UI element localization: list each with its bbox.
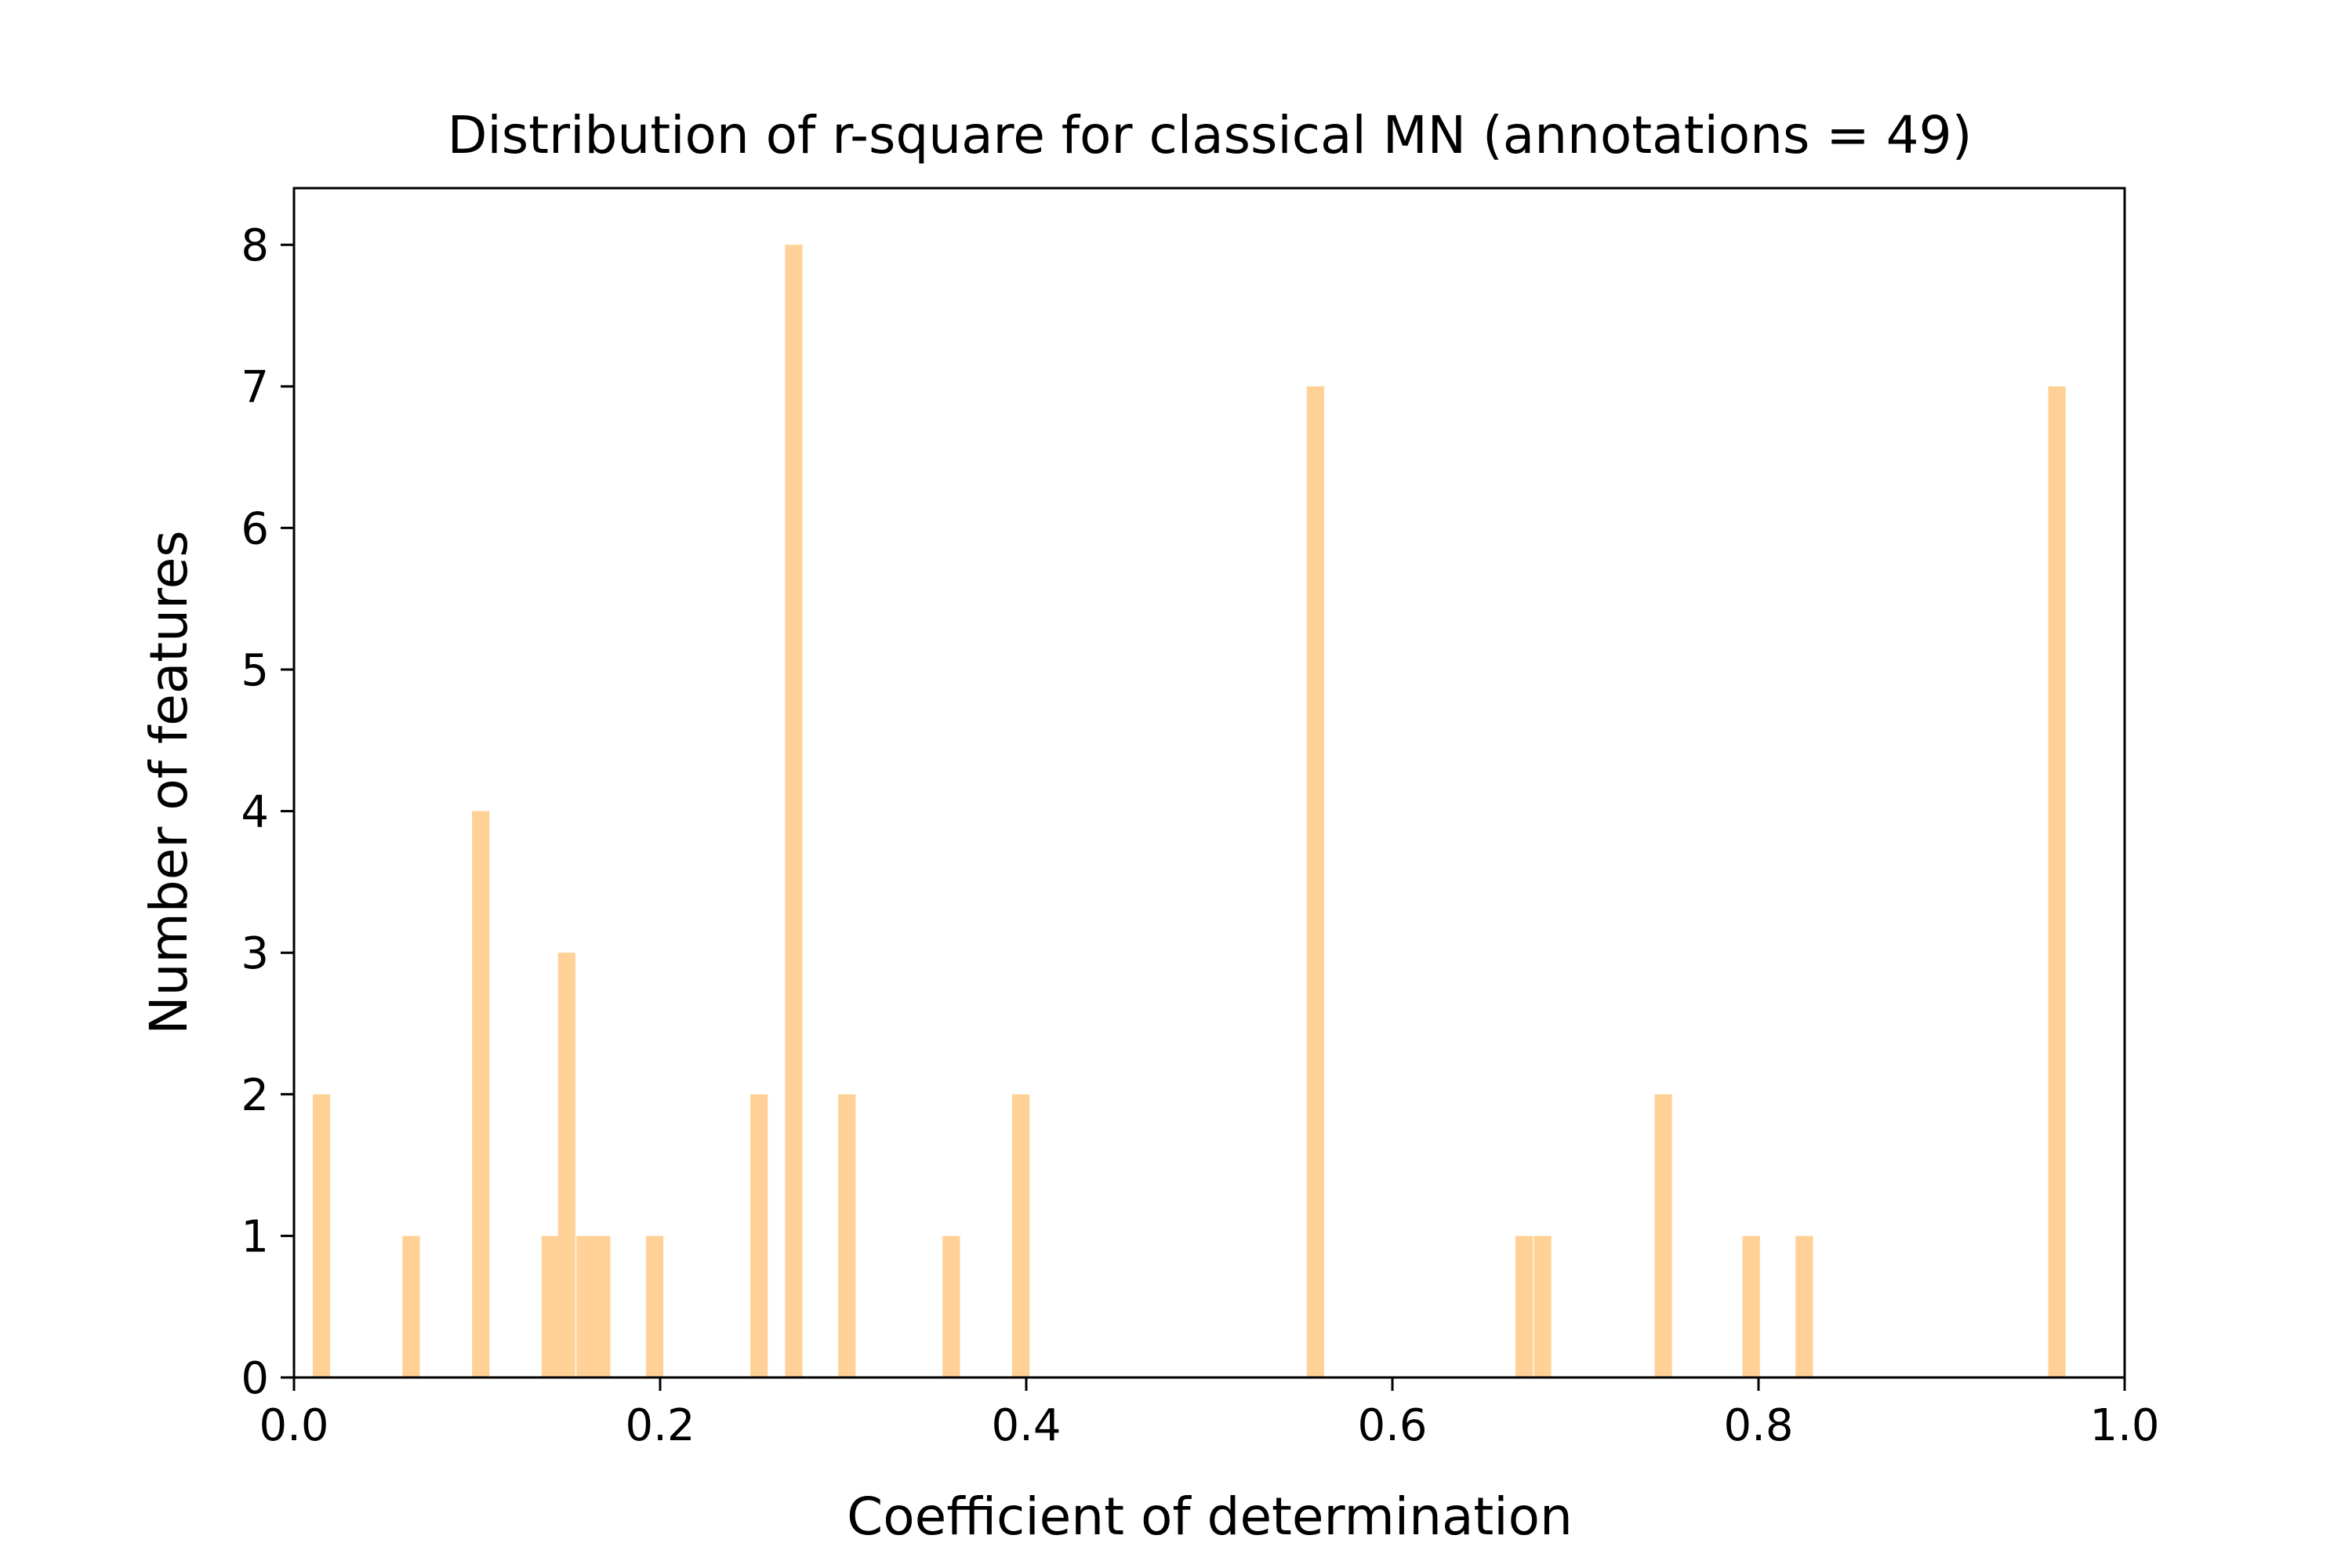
y-tick-label: 8 <box>241 220 269 271</box>
y-tick-label: 2 <box>241 1070 269 1121</box>
histogram-bar <box>2048 386 2066 1377</box>
histogram-bar <box>1742 1236 1760 1377</box>
histogram-bar <box>1011 1094 1030 1377</box>
x-tick-label: 0.4 <box>991 1400 1061 1451</box>
histogram-bar <box>750 1094 768 1377</box>
histogram-bar <box>838 1094 856 1377</box>
plot-frame <box>292 187 2126 1379</box>
histogram-bar <box>541 1236 559 1377</box>
histogram-bar <box>1306 386 1324 1377</box>
y-tick-label: 0 <box>241 1353 269 1404</box>
histogram-bar <box>645 1236 664 1377</box>
y-tick-label: 5 <box>241 645 269 696</box>
histogram-bar <box>785 245 803 1378</box>
y-axis-ticks: 0 1 2 3 4 5 6 7 8 <box>241 220 294 1404</box>
histogram-bar <box>593 1236 611 1377</box>
histogram-bar <box>402 1236 420 1377</box>
x-tick-label: 0.8 <box>1723 1400 1793 1451</box>
y-tick-label: 4 <box>241 787 269 838</box>
histogram-bar <box>1795 1236 1813 1377</box>
histogram-bar <box>472 811 490 1377</box>
x-tick-label: 1.0 <box>2089 1400 2159 1451</box>
y-tick-label: 1 <box>241 1211 269 1262</box>
y-axis-label: Number of features <box>139 530 199 1034</box>
histogram-bar <box>576 1236 594 1377</box>
y-tick-label: 7 <box>241 362 269 413</box>
histogram-bar <box>1654 1094 1672 1377</box>
x-tick-label: 0.2 <box>625 1400 695 1451</box>
x-tick-label: 0.6 <box>1357 1400 1427 1451</box>
histogram-bar <box>312 1094 331 1377</box>
histogram-bar <box>1534 1236 1552 1377</box>
x-axis-label: Coefficient of determination <box>847 1486 1573 1547</box>
x-tick-label: 0.0 <box>259 1400 328 1451</box>
chart-title: Distribution of r-square for classical M… <box>448 105 1973 165</box>
y-tick-label: 6 <box>241 503 269 554</box>
histogram-bar <box>942 1236 960 1377</box>
histogram-bar <box>557 953 575 1377</box>
histogram-bar <box>1515 1236 1534 1377</box>
bars-group <box>312 245 2066 1378</box>
x-axis-ticks: 0.0 0.2 0.4 0.6 0.8 1.0 <box>259 1377 2160 1451</box>
y-tick-label: 3 <box>241 928 269 979</box>
